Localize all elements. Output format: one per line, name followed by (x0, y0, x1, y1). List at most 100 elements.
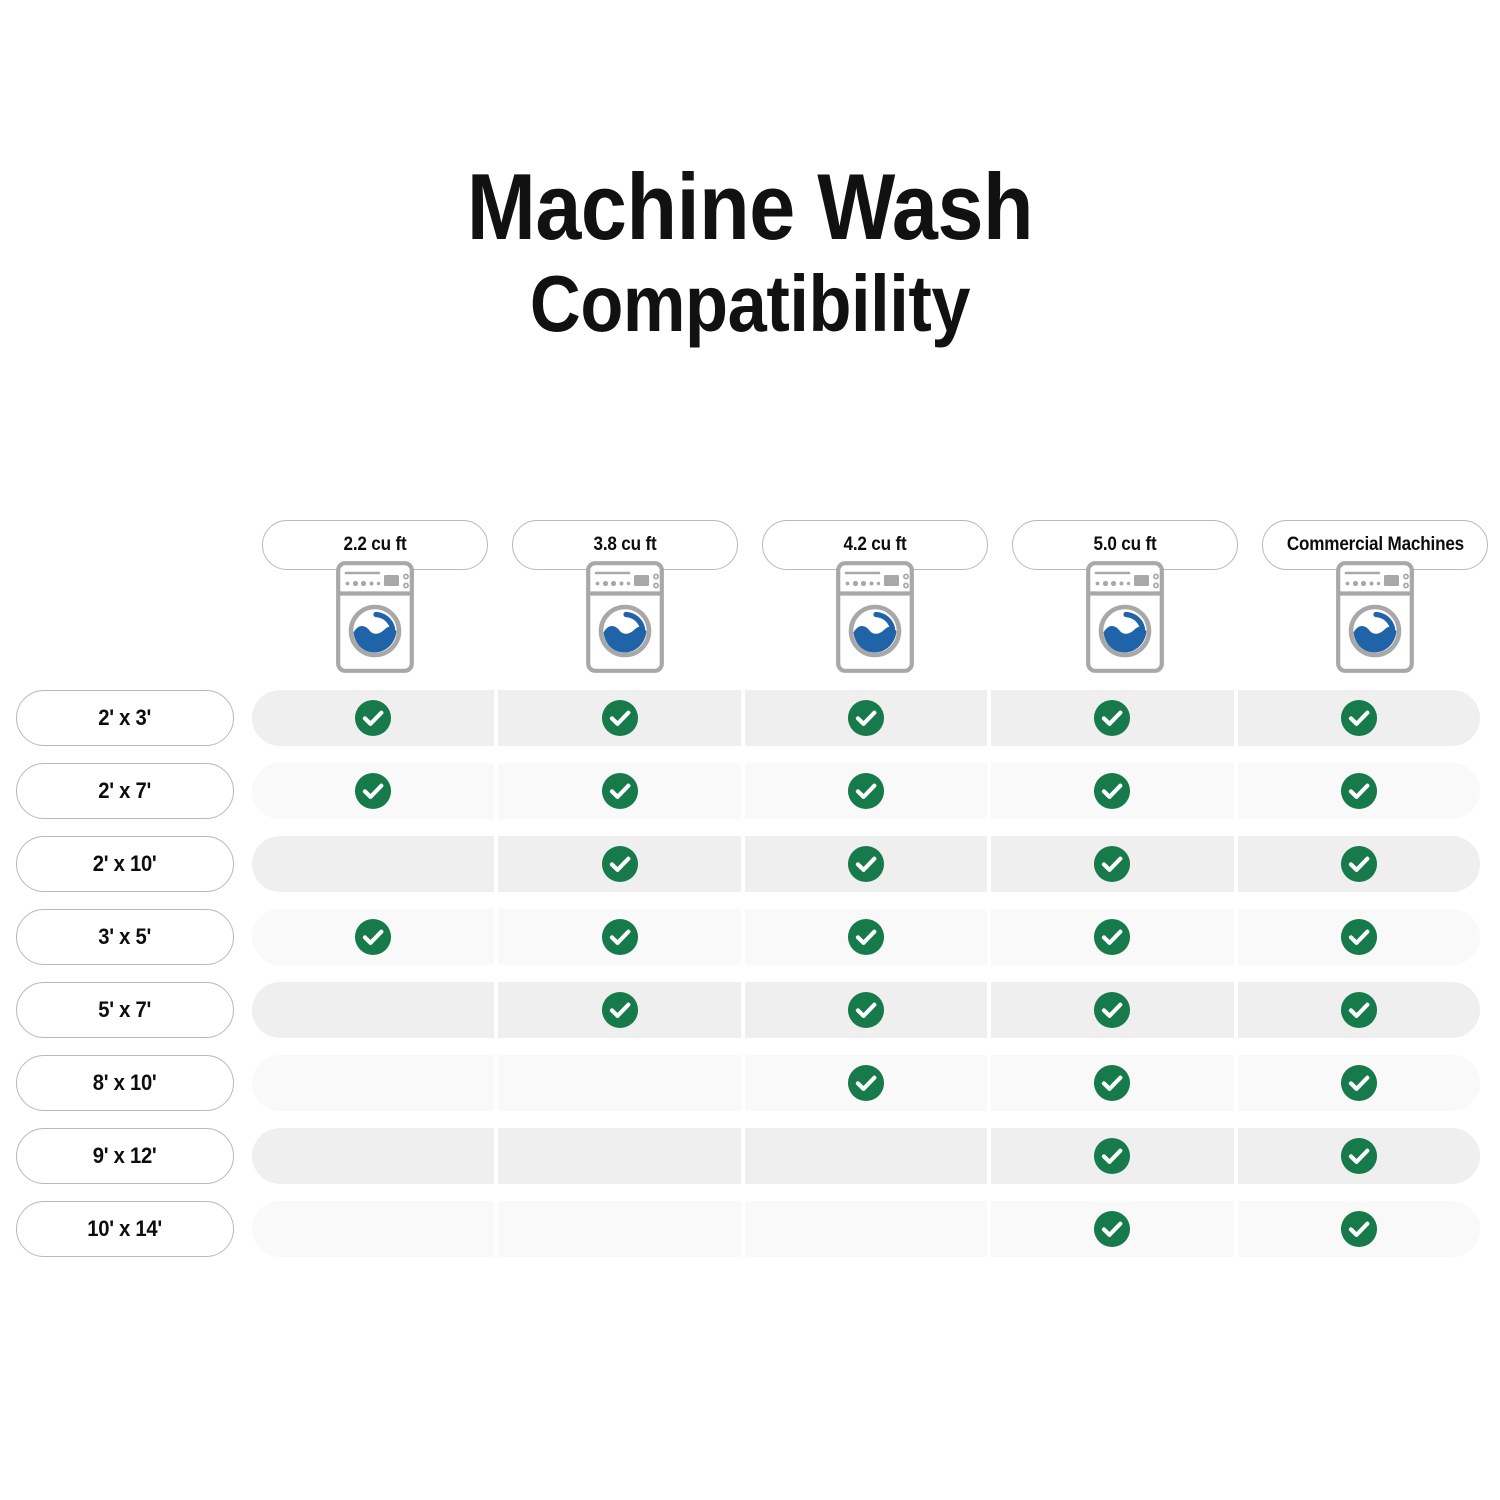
compatibility-cell-r3-c1[interactable] (252, 836, 495, 892)
row-label-text: 2' x 3' (98, 705, 152, 730)
compatibility-cell-r3-c5[interactable] (1237, 836, 1480, 892)
compatibility-cell-r7-c2[interactable] (498, 1128, 741, 1184)
compatibility-cell-r2-c1[interactable] (252, 763, 495, 819)
compatibility-cell-r3-c4[interactable] (991, 836, 1234, 892)
washing-machine-icon (336, 561, 414, 673)
row-label-pill-2[interactable]: 2' x 7' (16, 763, 234, 819)
compatibility-cell-r1-c4[interactable] (991, 690, 1234, 746)
check-circle-icon (1094, 699, 1131, 737)
washing-machine-icon-wrapper (336, 561, 414, 678)
compatibility-cell-r8-c2[interactable] (498, 1201, 741, 1257)
compatibility-cell-r3-c3[interactable] (744, 836, 988, 892)
compatibility-cell-r2-c5[interactable] (1237, 763, 1480, 819)
check-circle-icon (1340, 991, 1377, 1029)
title-line-primary: Machine Wash (466, 154, 1034, 259)
row-label-pill-8[interactable]: 10' x 14' (16, 1201, 234, 1257)
compatibility-cell-r6-c2[interactable] (498, 1055, 741, 1111)
compatibility-cell-r5-c4[interactable] (991, 982, 1234, 1038)
table-row (252, 909, 1480, 965)
compatibility-cell-r5-c1[interactable] (252, 982, 495, 1038)
table-row (252, 763, 1480, 819)
compatibility-cell-r2-c3[interactable] (744, 763, 988, 819)
compatibility-cell-r4-c1[interactable] (252, 909, 495, 965)
check-circle-icon (355, 918, 392, 956)
compatibility-cell-r1-c3[interactable] (744, 690, 988, 746)
check-circle-icon (847, 1064, 885, 1102)
compatibility-cell-r8-c3[interactable] (744, 1201, 988, 1257)
column-header-5: Commercial Machines (1262, 520, 1488, 673)
column-header-3: 4.2 cu ft (762, 520, 988, 673)
compatibility-cell-r7-c3[interactable] (744, 1128, 988, 1184)
check-circle-icon (1340, 1064, 1377, 1102)
column-header-label: 2.2 cu ft (343, 534, 407, 555)
row-label-pill-1[interactable]: 2' x 3' (16, 690, 234, 746)
check-circle-icon (1340, 1137, 1377, 1175)
column-header-1: 2.2 cu ft (262, 520, 488, 673)
check-circle-icon (601, 918, 638, 956)
compatibility-cell-r4-c3[interactable] (744, 909, 988, 965)
table-row (252, 1128, 1480, 1184)
compatibility-cell-r7-c4[interactable] (991, 1128, 1234, 1184)
column-header-4: 5.0 cu ft (1012, 520, 1238, 673)
check-circle-icon (1094, 918, 1131, 956)
check-circle-icon (601, 772, 638, 810)
check-circle-icon (1094, 1210, 1131, 1248)
compatibility-cell-r4-c4[interactable] (991, 909, 1234, 965)
check-circle-icon (847, 845, 885, 883)
row-label-text: 10' x 14' (87, 1216, 163, 1241)
washing-machine-icon-wrapper (836, 561, 914, 678)
column-header-2: 3.8 cu ft (512, 520, 738, 673)
table-row (252, 1055, 1480, 1111)
check-circle-icon (1340, 1210, 1377, 1248)
washing-machine-icon (836, 561, 914, 673)
row-label-text: 9' x 12' (93, 1143, 157, 1168)
compatibility-cell-r4-c2[interactable] (498, 909, 741, 965)
row-label-text: 2' x 7' (98, 778, 152, 803)
page-title: Machine Wash Compatibility (0, 160, 1500, 344)
compatibility-cell-r8-c5[interactable] (1237, 1201, 1480, 1257)
table-row (252, 836, 1480, 892)
compatibility-cell-r7-c5[interactable] (1237, 1128, 1480, 1184)
compatibility-cell-r8-c1[interactable] (252, 1201, 495, 1257)
compatibility-cell-r5-c3[interactable] (744, 982, 988, 1038)
check-circle-icon (1094, 1137, 1131, 1175)
compatibility-cell-r2-c2[interactable] (498, 763, 741, 819)
compatibility-cell-r6-c4[interactable] (991, 1055, 1234, 1111)
check-circle-icon (1094, 1064, 1131, 1102)
washing-machine-icon (586, 561, 664, 673)
compatibility-cell-r2-c4[interactable] (991, 763, 1234, 819)
compatibility-cell-r1-c5[interactable] (1237, 690, 1480, 746)
column-header-label: Commercial Machines (1286, 534, 1464, 555)
compatibility-cell-r8-c4[interactable] (991, 1201, 1234, 1257)
compatibility-cell-r5-c2[interactable] (498, 982, 741, 1038)
compatibility-cell-r6-c1[interactable] (252, 1055, 495, 1111)
row-label-pill-3[interactable]: 2' x 10' (16, 836, 234, 892)
check-circle-icon (847, 991, 885, 1029)
row-label-pill-5[interactable]: 5' x 7' (16, 982, 234, 1038)
row-label-pill-7[interactable]: 9' x 12' (16, 1128, 234, 1184)
title-line-secondary: Compatibility (529, 259, 971, 348)
check-circle-icon (1340, 699, 1377, 737)
row-label-pill-4[interactable]: 3' x 5' (16, 909, 234, 965)
check-circle-icon (1340, 845, 1377, 883)
compatibility-cell-r1-c1[interactable] (252, 690, 495, 746)
compatibility-cell-r7-c1[interactable] (252, 1128, 495, 1184)
check-circle-icon (1094, 845, 1131, 883)
check-circle-icon (1340, 918, 1377, 956)
compatibility-cell-r3-c2[interactable] (498, 836, 741, 892)
compatibility-cell-r1-c2[interactable] (498, 690, 741, 746)
washing-machine-icon-wrapper (1336, 561, 1414, 678)
check-circle-icon (1094, 991, 1131, 1029)
column-header-label: 4.2 cu ft (843, 534, 907, 555)
check-circle-icon (601, 845, 638, 883)
row-label-pill-6[interactable]: 8' x 10' (16, 1055, 234, 1111)
compatibility-cell-r4-c5[interactable] (1237, 909, 1480, 965)
washing-machine-icon (1086, 561, 1164, 673)
compatibility-cell-r6-c3[interactable] (744, 1055, 988, 1111)
compatibility-cell-r6-c5[interactable] (1237, 1055, 1480, 1111)
check-circle-icon (355, 772, 392, 810)
check-circle-icon (601, 699, 638, 737)
compatibility-cell-r5-c5[interactable] (1237, 982, 1480, 1038)
washing-machine-icon-wrapper (1086, 561, 1164, 678)
